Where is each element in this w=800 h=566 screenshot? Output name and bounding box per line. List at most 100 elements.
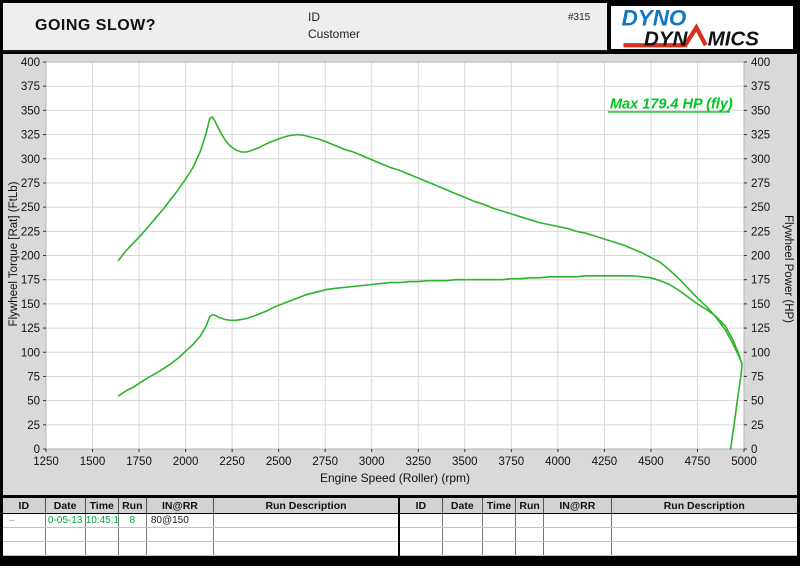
y-axis-tick-label-right: 75 xyxy=(751,371,764,383)
page-title: GOING SLOW? xyxy=(35,17,157,34)
table-header-cell: ID xyxy=(3,498,46,515)
y-axis-tick-label-left: 25 xyxy=(27,420,40,432)
run-table-row[interactable] xyxy=(400,527,797,543)
y-axis-tick-label-right: 150 xyxy=(751,299,770,311)
run-table-row[interactable] xyxy=(3,527,399,543)
y-axis-tick-label-left: 0 xyxy=(34,444,40,456)
y-axis-tick-label-left: 125 xyxy=(21,323,40,335)
table-cell[interactable] xyxy=(213,513,399,529)
y-axis-tick-label-left: 400 xyxy=(21,57,40,69)
x-axis-tick-label: 1750 xyxy=(126,456,152,468)
table-header-cell: Run xyxy=(515,498,545,515)
table-cell[interactable] xyxy=(543,527,612,543)
table-cell[interactable] xyxy=(611,527,797,543)
table-cell[interactable] xyxy=(482,513,517,529)
table-cell[interactable] xyxy=(515,513,545,529)
table-cell[interactable] xyxy=(611,541,797,556)
table-cell[interactable] xyxy=(400,513,443,529)
logo-text-dyno: DYNO xyxy=(622,6,687,31)
max-hp-annotation: Max 179.4 HP (fly) xyxy=(610,96,733,112)
y-axis-tick-label-right: 275 xyxy=(751,178,770,190)
table-cell[interactable] xyxy=(118,541,147,556)
table-cell[interactable] xyxy=(3,527,46,543)
dyno-dynamics-logo: DYNO DYN MICS xyxy=(607,2,797,53)
y-axis-tick-label-right: 350 xyxy=(751,105,770,117)
y-axis-tick-label-left: 50 xyxy=(27,396,40,408)
table-cell[interactable] xyxy=(515,541,545,556)
table-cell[interactable] xyxy=(543,541,612,556)
table-cell[interactable] xyxy=(400,527,443,543)
table-cell[interactable] xyxy=(442,527,483,543)
run-table-right: ID Date Time Run IN@RR Run Description xyxy=(400,498,797,556)
table-cell[interactable] xyxy=(442,513,483,529)
y-axis-tick-label-right: 250 xyxy=(751,202,770,214)
table-cell[interactable] xyxy=(442,541,483,556)
x-axis-tick-label: 3250 xyxy=(405,456,431,468)
table-header-cell: Run Description xyxy=(611,498,797,515)
y-axis-tick-label-right: 200 xyxy=(751,251,770,263)
y-axis-tick-label-right: 325 xyxy=(751,130,770,142)
x-axis-tick-label: 4000 xyxy=(545,456,571,468)
y-axis-tick-label-left: 100 xyxy=(21,347,40,359)
table-cell[interactable] xyxy=(213,527,399,543)
y-axis-tick-label-left: 325 xyxy=(21,130,40,142)
run-table-region: ID Date Time Run IN@RR Run Description –0-05-1… xyxy=(3,495,797,558)
table-cell[interactable] xyxy=(85,541,119,556)
customer-info: ID Customer xyxy=(308,9,360,43)
run-table-row[interactable] xyxy=(3,541,399,556)
y-axis-tick-label-left: 375 xyxy=(21,81,40,93)
y-axis-tick-label-left: 300 xyxy=(21,154,40,166)
y-axis-tick-label-right: 175 xyxy=(751,275,770,287)
logo-red-swoosh xyxy=(623,23,708,48)
table-cell[interactable] xyxy=(213,541,399,556)
x-axis-tick-label: 4750 xyxy=(685,456,711,468)
x-axis-tick-label: 5000 xyxy=(731,456,757,468)
table-cell[interactable]: 8 xyxy=(118,513,147,529)
y-axis-tick-label-right: 25 xyxy=(751,420,764,432)
table-header-row-right: ID Date Time Run IN@RR Run Description xyxy=(400,498,797,515)
table-cell[interactable] xyxy=(146,541,214,556)
table-cell[interactable]: 10:45:13 xyxy=(85,513,119,529)
y-axis-tick-label-right: 125 xyxy=(751,323,770,335)
y-axis-tick-label-right: 400 xyxy=(751,57,770,69)
table-cell[interactable] xyxy=(3,541,46,556)
logo-text-mics: MICS xyxy=(708,27,760,49)
table-header-cell: Time xyxy=(85,498,119,515)
table-header-cell: IN@RR xyxy=(543,498,612,515)
table-cell[interactable] xyxy=(45,541,86,556)
table-cell[interactable] xyxy=(543,513,612,529)
y-axis-tick-label-left: 200 xyxy=(21,251,40,263)
table-cell[interactable]: 80@150 xyxy=(146,513,214,529)
table-cell[interactable] xyxy=(146,527,214,543)
torque-curve xyxy=(117,116,743,365)
y-axis-tick-label-right: 100 xyxy=(751,347,770,359)
table-cell[interactable] xyxy=(400,541,443,556)
table-cell[interactable] xyxy=(85,527,119,543)
table-cell[interactable] xyxy=(118,527,147,543)
x-axis-tick-label: 4250 xyxy=(592,456,618,468)
table-cell[interactable] xyxy=(611,513,797,529)
y-axis-tick-label-right: 225 xyxy=(751,226,770,238)
table-cell[interactable] xyxy=(45,527,86,543)
y-axis-tick-label-right: 300 xyxy=(751,154,770,166)
x-axis-tick-label: 2250 xyxy=(219,456,245,468)
run-table-row[interactable] xyxy=(400,541,797,556)
table-header-cell: Time xyxy=(482,498,517,515)
x-axis-tick-label: 2750 xyxy=(312,456,338,468)
y-axis-tick-label-left: 250 xyxy=(21,202,40,214)
x-axis-tick-label: 1250 xyxy=(33,456,59,468)
run-table-left: ID Date Time Run IN@RR Run Description –0-05-1… xyxy=(3,498,400,556)
table-cell[interactable] xyxy=(515,527,545,543)
run-table-row[interactable] xyxy=(400,513,797,529)
y-axis-tick-label-left: 175 xyxy=(21,275,40,287)
table-cell[interactable] xyxy=(482,541,517,556)
table-cell[interactable]: 0-05-13 xyxy=(45,513,86,529)
table-cell[interactable]: – xyxy=(3,513,46,529)
table-header-cell: Date xyxy=(442,498,483,515)
y-axis-tick-label-left: 75 xyxy=(27,371,40,383)
y-axis-tick-label-right: 375 xyxy=(751,81,770,93)
y-axis-tick-label-right: 0 xyxy=(751,444,757,456)
table-cell[interactable] xyxy=(482,527,517,543)
